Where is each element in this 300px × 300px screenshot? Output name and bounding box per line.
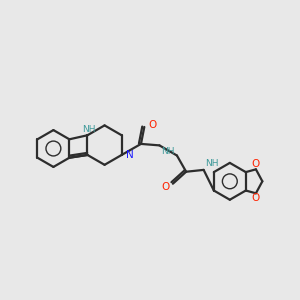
Text: O: O (252, 159, 260, 169)
Text: NH: NH (82, 124, 95, 134)
Text: O: O (252, 193, 260, 203)
Text: NH: NH (205, 159, 219, 168)
Text: N: N (126, 150, 134, 160)
Text: O: O (148, 121, 156, 130)
Text: O: O (162, 182, 170, 192)
Text: NH: NH (161, 147, 174, 156)
